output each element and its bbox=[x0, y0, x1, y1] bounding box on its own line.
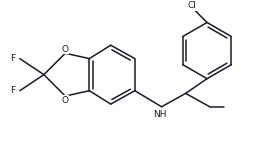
Text: F: F bbox=[10, 54, 15, 63]
Text: O: O bbox=[62, 45, 69, 54]
Text: Cl: Cl bbox=[188, 1, 197, 10]
Text: O: O bbox=[62, 96, 69, 105]
Text: F: F bbox=[10, 86, 15, 95]
Text: NH: NH bbox=[153, 110, 167, 119]
